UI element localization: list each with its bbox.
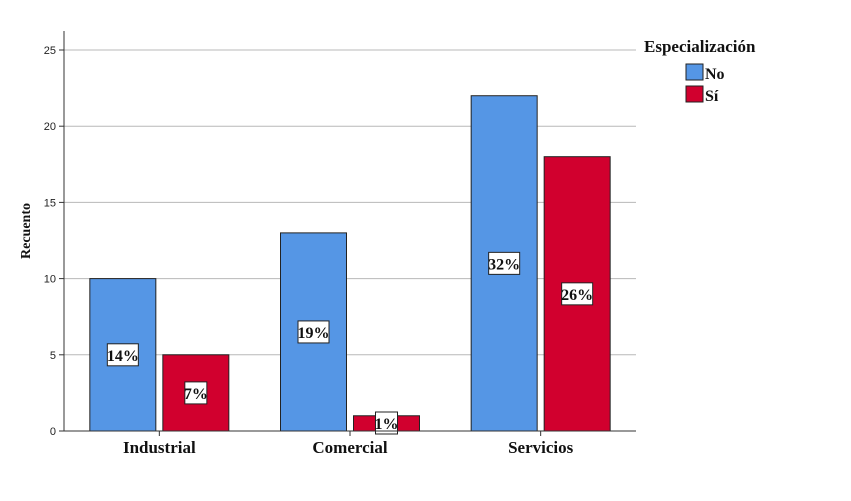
- data-label: 7%: [184, 386, 208, 403]
- data-label: 26%: [561, 287, 593, 304]
- y-tick-label: 15: [44, 197, 56, 209]
- data-label: 19%: [298, 325, 330, 342]
- y-tick-label: 10: [44, 274, 56, 286]
- legend-swatch-Sí: [685, 85, 704, 103]
- y-tick-labels: 0 5 10 15 20 25: [44, 45, 56, 438]
- y-tick-label: 0: [50, 426, 56, 438]
- y-tick-label: 25: [44, 45, 56, 57]
- legend-title: Especialización: [644, 37, 756, 56]
- y-axis-title: Recuento: [19, 203, 34, 259]
- legend: Especialización No Sí: [644, 37, 756, 105]
- legend-swatch-No: [685, 63, 704, 81]
- legend-label: No: [705, 66, 725, 83]
- category-label: Industrial: [123, 438, 196, 457]
- data-label: 32%: [488, 256, 520, 273]
- y-tick-label: 5: [50, 350, 56, 362]
- data-label-box: [561, 282, 594, 306]
- data-labels: 14% 7% 19% 1% 32% 26%: [106, 251, 594, 435]
- gridlines: [59, 49, 636, 436]
- data-label-box: [184, 381, 208, 405]
- y-tick-label: 20: [44, 121, 56, 133]
- legend-label: Sí: [705, 88, 719, 105]
- data-label-box: [375, 411, 398, 435]
- data-label-box: [106, 343, 139, 367]
- data-label-box: [297, 320, 330, 344]
- category-labels: Industrial Comercial Servicios: [123, 438, 574, 457]
- data-label-box: [488, 251, 521, 275]
- bars: [89, 95, 611, 432]
- category-label: Comercial: [312, 438, 387, 457]
- axes: [63, 31, 636, 432]
- category-label: Servicios: [508, 438, 574, 457]
- data-label: 14%: [107, 348, 139, 365]
- data-label: 1%: [375, 416, 399, 433]
